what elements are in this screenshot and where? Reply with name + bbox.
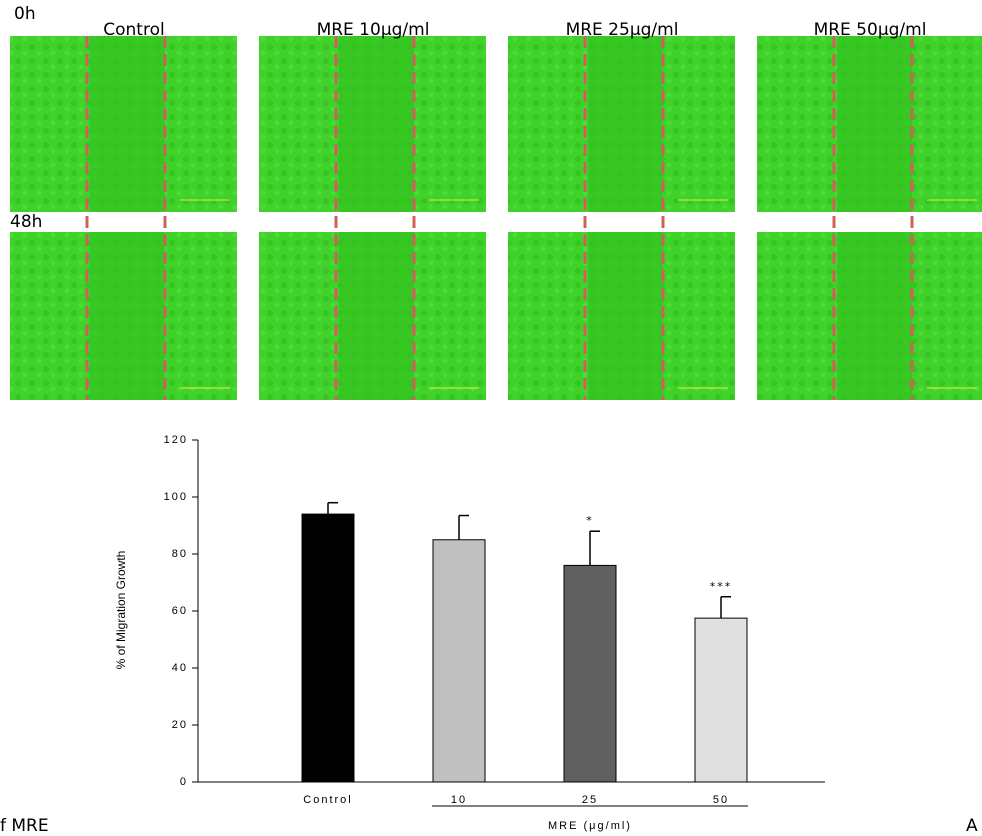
wound-gap — [588, 36, 663, 212]
bar — [433, 540, 485, 782]
wound-gap — [837, 36, 912, 212]
y-tick-label: 40 — [172, 662, 188, 674]
column-header: MRE 50μg/ml — [814, 20, 927, 40]
y-tick-label: 20 — [172, 719, 188, 731]
bar-chart: 0 20 40 60 80 100 120 Control 10 25 * 50 *** — [164, 434, 825, 806]
bar — [695, 618, 747, 782]
wound-gap — [90, 36, 165, 212]
y-tick-label: 60 — [172, 605, 188, 617]
column-header: Control — [103, 20, 164, 40]
y-tick-label: 120 — [164, 434, 188, 446]
wound-gap — [588, 232, 663, 400]
wound-gap — [339, 36, 414, 212]
figure: 0h 48h Control MRE 10μg/ml MRE 25μg/ml M… — [0, 0, 982, 836]
wound-gap — [339, 232, 414, 400]
x-tick-label: 50 — [713, 794, 729, 806]
bar — [564, 565, 616, 782]
significance-label: *** — [710, 580, 733, 593]
x-tick-label: 10 — [451, 794, 467, 806]
bar — [302, 514, 354, 782]
caption-fragment: f MRE — [0, 816, 49, 836]
y-tick-label: 80 — [172, 548, 188, 560]
y-tick-label: 0 — [180, 776, 188, 788]
wound-gap — [90, 232, 165, 400]
column-header: MRE 10μg/ml — [317, 20, 430, 40]
panel-label: 0h — [14, 4, 36, 24]
x-group-label: MRE (μg/ml) — [548, 820, 632, 832]
caption-fragment: A — [966, 816, 978, 836]
y-tick-label: 100 — [164, 491, 188, 503]
panel-label: 48h — [10, 212, 42, 232]
column-header: MRE 25μg/ml — [566, 20, 679, 40]
x-tick-label: Control — [303, 794, 352, 806]
y-axis-label: % of Migration Growth — [114, 551, 128, 670]
x-tick-label: 25 — [582, 794, 598, 806]
wound-gap — [837, 232, 912, 400]
micrographs — [10, 36, 982, 400]
significance-label: * — [586, 514, 594, 527]
